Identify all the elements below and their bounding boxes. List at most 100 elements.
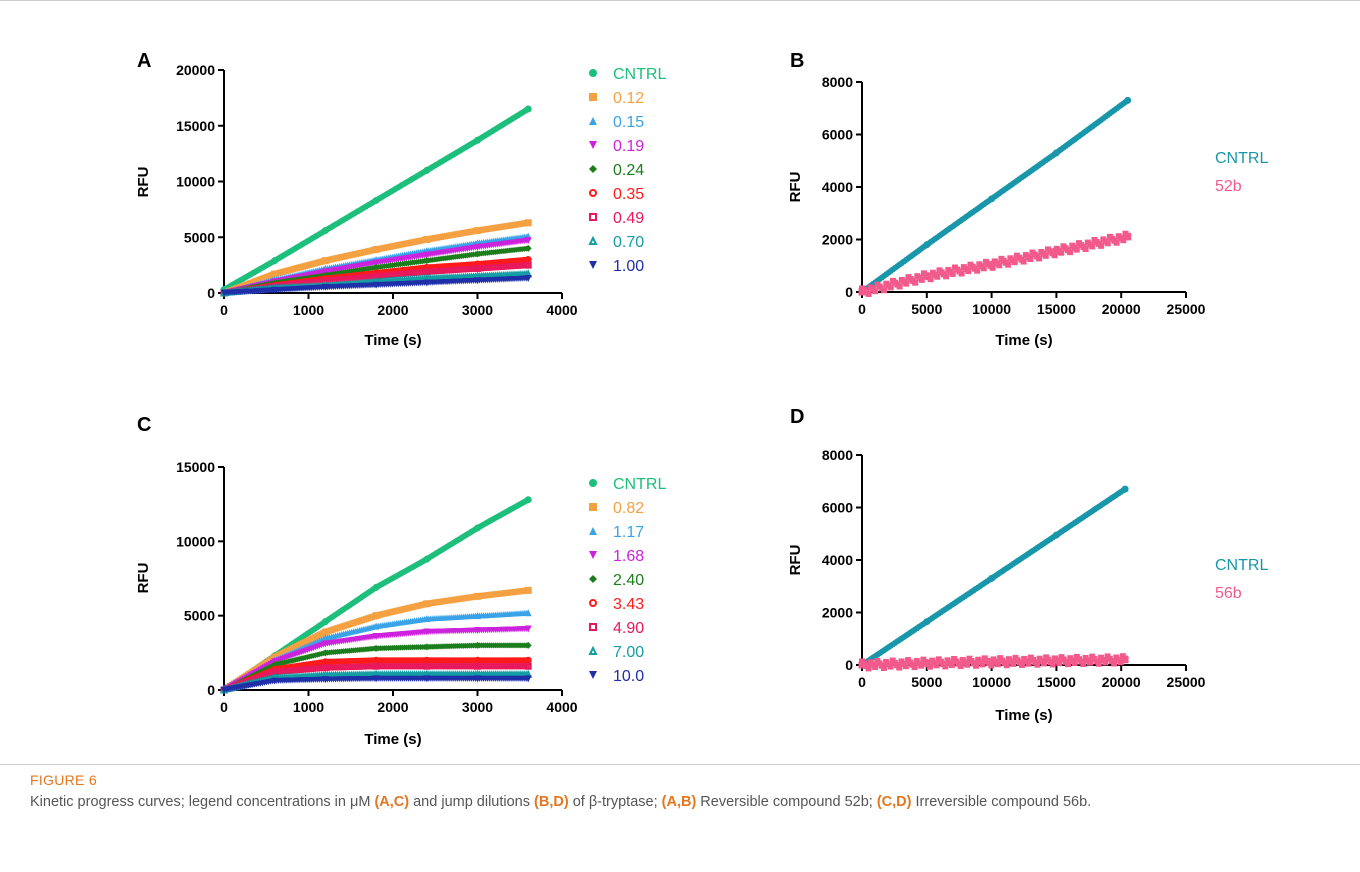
data-point [423, 555, 431, 563]
legend-marker [589, 93, 597, 101]
data-point [220, 686, 228, 694]
data-point [271, 257, 279, 265]
series-trace-mark [865, 290, 872, 297]
legend-label: 2.40 [613, 572, 644, 589]
series-trace-mark [1042, 252, 1049, 259]
series-trace-mark [957, 663, 964, 670]
y-tick-label: 8000 [822, 74, 853, 90]
x-tick-label: 2000 [377, 302, 408, 318]
x-tick-label: 0 [220, 302, 228, 318]
legend-label: 56b [1215, 585, 1242, 602]
data-point [988, 658, 996, 666]
y-tick-label: 0 [207, 285, 215, 301]
x-tick-label: 5000 [911, 674, 942, 690]
panel-letter: D [790, 406, 804, 428]
x-tick-label: 10000 [972, 301, 1011, 317]
data-point [1052, 247, 1060, 255]
series-trace-mark [1080, 660, 1087, 667]
legend-label: CNTRL [613, 66, 666, 83]
y-tick-label: 0 [207, 682, 215, 698]
data-point [988, 260, 996, 268]
data-point [474, 250, 481, 258]
data-point [321, 628, 329, 636]
y-axis-label: RFU [787, 172, 804, 203]
series-10-0 [220, 675, 532, 694]
series-trace-mark [942, 663, 949, 670]
caption-text-segment: Irreversible compound 56b. [911, 794, 1092, 810]
legend-label: 10.0 [613, 668, 644, 685]
data-point [1052, 531, 1060, 539]
series-trace-mark [974, 267, 981, 274]
series-trace-mark [1120, 237, 1127, 244]
data-point [321, 257, 329, 265]
data-point [524, 641, 532, 649]
series-trace-mark [1040, 660, 1047, 667]
data-point [321, 283, 329, 291]
data-point [372, 583, 380, 591]
data-point [372, 644, 380, 652]
data-point [321, 640, 329, 648]
y-tick-label: 0 [845, 284, 853, 300]
series-trace-mark [1104, 240, 1111, 247]
series-trace-mark [979, 661, 986, 668]
data-point [474, 227, 481, 235]
legend-label: 0.24 [613, 162, 644, 179]
series-56b [858, 653, 1129, 672]
x-axis-label: Time (s) [995, 332, 1052, 349]
legend-label: CNTRL [613, 476, 666, 493]
data-point [474, 662, 481, 670]
series-trace-mark [1095, 660, 1102, 667]
y-tick-label: 15000 [176, 459, 215, 475]
series-trace-mark [1087, 659, 1094, 666]
series-trace-mark [872, 288, 879, 295]
series-trace-mark [912, 279, 919, 286]
data-point [474, 627, 481, 635]
legend-marker [589, 671, 597, 679]
data-point [923, 272, 931, 280]
series-trace-mark [994, 661, 1001, 668]
x-tick-label: 20000 [1102, 301, 1141, 317]
data-point [423, 251, 431, 259]
data-point [474, 612, 481, 620]
y-tick-label: 20000 [176, 62, 215, 78]
legend-marker [589, 117, 597, 125]
series-trace-mark [1036, 255, 1043, 262]
data-point [372, 263, 380, 271]
x-tick-label: 25000 [1167, 674, 1206, 690]
data-point [321, 618, 329, 626]
data-point [923, 618, 931, 626]
legend-label: 0.12 [613, 90, 644, 107]
caption-text-segment: Kinetic progress curves; legend concentr… [30, 794, 375, 810]
series-trace-mark [958, 270, 965, 277]
legend-marker [589, 575, 597, 583]
series-cntrl [858, 485, 1129, 669]
data-point [524, 625, 532, 633]
series-trace-mark [1034, 661, 1041, 668]
series-trace-mark [964, 661, 971, 668]
legend-marker [589, 165, 597, 173]
y-tick-label: 4000 [822, 552, 853, 568]
panel-letter: C [137, 414, 151, 436]
data-point [321, 649, 329, 657]
data-point [524, 609, 532, 617]
figure-caption-text: Kinetic progress curves; legend concentr… [30, 792, 1330, 813]
data-point [271, 286, 279, 294]
data-point [1124, 96, 1132, 104]
data-point [524, 219, 532, 227]
series-trace-mark [1003, 662, 1010, 669]
data-point [321, 676, 329, 684]
data-point [474, 592, 481, 600]
caption-panel-ref: (A,C) [374, 794, 410, 810]
data-point [988, 195, 996, 203]
panel-letter: B [790, 50, 804, 72]
series-trace-mark [949, 270, 956, 277]
data-point [372, 259, 380, 267]
series-trace-mark [965, 268, 972, 275]
y-tick-label: 0 [845, 657, 853, 673]
x-tick-label: 1000 [293, 302, 324, 318]
legend-marker [588, 235, 598, 245]
data-point [524, 496, 532, 504]
legend-label: 1.17 [613, 524, 644, 541]
series-trace-mark [887, 284, 894, 291]
